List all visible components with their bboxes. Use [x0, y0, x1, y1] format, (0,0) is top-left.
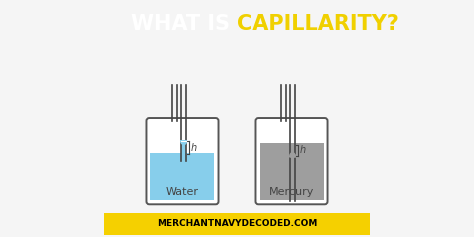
Text: h: h: [300, 146, 306, 155]
Bar: [181, 140, 186, 200]
FancyBboxPatch shape: [255, 118, 328, 204]
Bar: [290, 156, 295, 200]
Text: WHAT IS: WHAT IS: [131, 14, 237, 34]
FancyBboxPatch shape: [146, 118, 219, 204]
Text: Mercury: Mercury: [269, 187, 314, 197]
Text: h: h: [191, 142, 197, 153]
Bar: [259, 143, 323, 200]
Text: MERCHANTNAVYDECODED.COM: MERCHANTNAVYDECODED.COM: [157, 219, 317, 228]
Bar: [151, 153, 214, 200]
Text: CAPILLARITY?: CAPILLARITY?: [237, 14, 399, 34]
Text: Water: Water: [166, 187, 199, 197]
